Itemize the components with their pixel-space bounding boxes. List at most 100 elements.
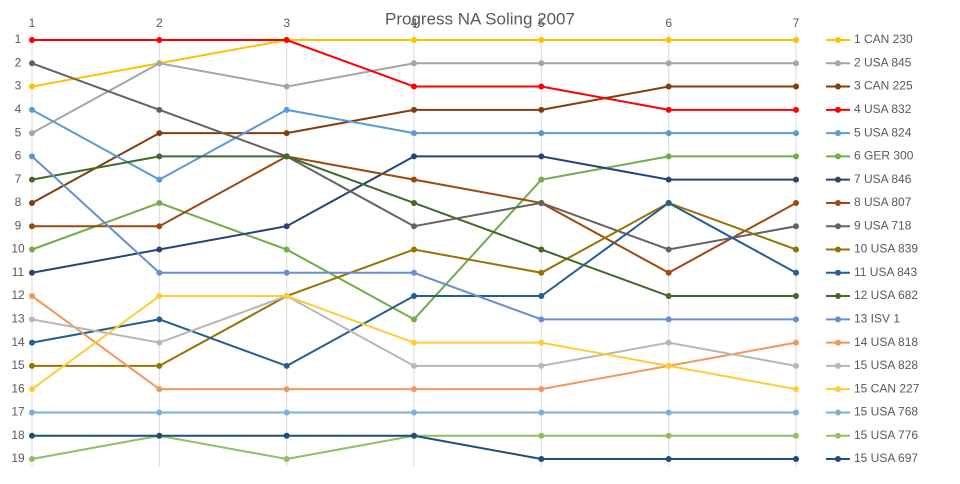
point: [538, 362, 545, 369]
legend-label: 9 USA 718: [854, 218, 912, 232]
point: [538, 293, 545, 300]
point: [29, 130, 35, 137]
y-tick-label: 13: [11, 312, 25, 326]
point: [283, 106, 290, 113]
point: [411, 339, 417, 346]
point: [29, 362, 35, 369]
y-tick-label: 1: [15, 32, 22, 46]
legend-marker: [835, 60, 841, 67]
point: [29, 386, 35, 393]
point: [665, 106, 672, 113]
point: [156, 176, 163, 183]
legend-label: 15 USA 697: [854, 451, 918, 465]
point: [29, 60, 35, 67]
point: [665, 362, 672, 369]
y-tick-label: 2: [15, 55, 22, 69]
x-tick-label: 2: [156, 16, 163, 30]
y-tick-label: 16: [11, 381, 25, 395]
point: [538, 176, 545, 183]
point: [538, 269, 545, 276]
x-tick-label: 3: [283, 16, 290, 30]
point: [283, 37, 290, 43]
point: [665, 153, 672, 160]
point: [283, 386, 290, 393]
legend-marker: [835, 386, 841, 393]
point: [156, 223, 163, 230]
point: [538, 199, 545, 206]
point: [283, 432, 290, 439]
point: [29, 153, 35, 160]
y-tick-label: 3: [15, 79, 22, 93]
x-tick-label: 4: [411, 16, 418, 30]
x-tick-label: 7: [793, 16, 800, 30]
point: [665, 60, 672, 67]
point: [283, 409, 290, 416]
point: [283, 293, 290, 300]
y-tick-label: 8: [15, 195, 22, 209]
point: [29, 316, 35, 323]
point: [29, 409, 35, 416]
point: [29, 37, 35, 43]
point: [538, 130, 545, 137]
legend-label: 1 CAN 230: [854, 32, 913, 46]
point: [665, 293, 672, 300]
point: [156, 106, 163, 113]
point: [665, 269, 672, 276]
point: [793, 60, 799, 67]
point: [793, 106, 799, 113]
point: [793, 153, 799, 160]
point: [29, 269, 35, 276]
point: [29, 106, 35, 113]
point: [411, 83, 417, 90]
legend-marker: [835, 153, 841, 160]
point: [156, 339, 163, 346]
point: [665, 316, 672, 323]
legend-marker: [835, 199, 841, 206]
point: [156, 37, 163, 43]
point: [29, 246, 35, 253]
legend-label: 5 USA 824: [854, 125, 912, 139]
point: [793, 386, 799, 393]
point: [411, 386, 417, 393]
point: [156, 386, 163, 393]
legend-label: 13 ISV 1: [854, 312, 900, 326]
point: [411, 362, 417, 369]
point: [411, 199, 417, 206]
point: [411, 432, 417, 439]
point: [538, 386, 545, 393]
point: [156, 269, 163, 276]
y-tick-label: 4: [15, 102, 22, 116]
legend-label: 15 USA 828: [854, 358, 918, 372]
point: [793, 293, 799, 300]
y-tick-label: 5: [15, 125, 22, 139]
legend-marker: [835, 83, 841, 90]
y-tick-label: 12: [11, 288, 25, 302]
point: [29, 223, 35, 230]
point: [156, 432, 163, 439]
point: [156, 316, 163, 323]
point: [793, 456, 799, 462]
point: [411, 293, 417, 300]
point: [793, 37, 799, 43]
y-tick-label: 11: [12, 265, 25, 279]
point: [29, 83, 35, 90]
point: [29, 432, 35, 439]
legend-label: 6 GER 300: [854, 149, 914, 163]
point: [665, 83, 672, 90]
point: [283, 362, 290, 369]
legend-marker: [835, 176, 841, 183]
point: [29, 339, 35, 346]
point: [665, 246, 672, 253]
y-tick-label: 10: [11, 242, 25, 256]
point: [411, 246, 417, 253]
point: [538, 60, 545, 67]
legend-label: 15 USA 768: [854, 405, 918, 419]
point: [538, 432, 545, 439]
point: [283, 223, 290, 230]
point: [665, 432, 672, 439]
legend-marker: [835, 362, 841, 369]
legend-marker: [835, 293, 841, 300]
point: [665, 409, 672, 416]
chart-title: Progress NA Soling 2007: [385, 9, 575, 28]
